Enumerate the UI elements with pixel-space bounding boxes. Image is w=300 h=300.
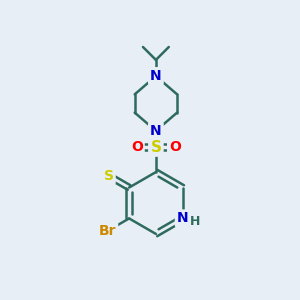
Text: N: N xyxy=(150,124,162,138)
Text: O: O xyxy=(131,140,143,154)
Text: N: N xyxy=(177,212,188,226)
Text: Br: Br xyxy=(99,224,116,238)
Text: H: H xyxy=(190,215,200,229)
Text: N: N xyxy=(150,69,162,83)
Text: S: S xyxy=(104,169,114,183)
Text: O: O xyxy=(169,140,181,154)
Text: S: S xyxy=(150,140,161,154)
